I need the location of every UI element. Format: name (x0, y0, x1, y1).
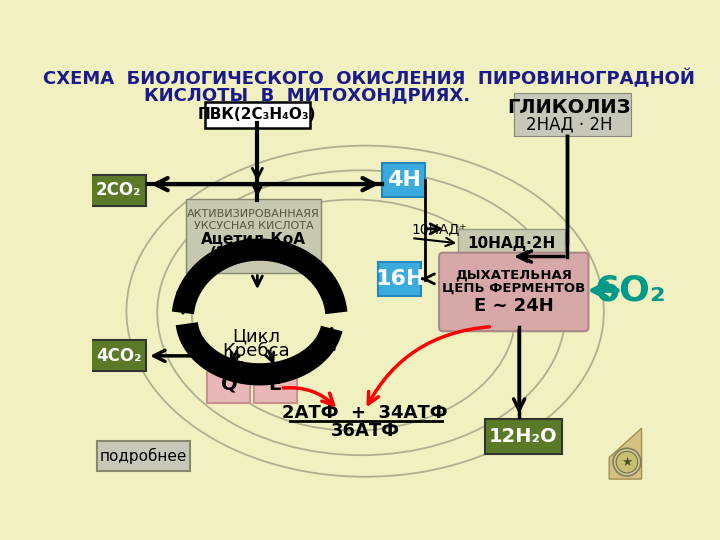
Text: Ацетил-КоА: Ацетил-КоА (201, 232, 306, 247)
Text: 10НАД·2Н: 10НАД·2Н (467, 236, 556, 251)
FancyBboxPatch shape (378, 262, 421, 296)
Polygon shape (609, 428, 642, 479)
Text: 10НАД⁺: 10НАД⁺ (411, 222, 467, 236)
Text: 6О₂: 6О₂ (595, 273, 667, 307)
FancyBboxPatch shape (205, 102, 310, 128)
Text: 4Н: 4Н (387, 170, 420, 190)
Text: 12Н₂О: 12Н₂О (489, 427, 557, 446)
FancyBboxPatch shape (186, 199, 321, 273)
FancyBboxPatch shape (253, 366, 297, 403)
FancyBboxPatch shape (91, 340, 146, 372)
FancyBboxPatch shape (439, 253, 588, 331)
Text: 2АТФ  +  34АТФ: 2АТФ + 34АТФ (282, 404, 448, 422)
Text: ★: ★ (621, 456, 633, 469)
Text: УКСУСНАЯ КИСЛОТА: УКСУСНАЯ КИСЛОТА (194, 221, 313, 231)
Text: (2СН₃СО⁻): (2СН₃СО⁻) (210, 246, 297, 261)
Text: ДЫХАТЕЛЬНАЯ: ДЫХАТЕЛЬНАЯ (455, 268, 572, 281)
FancyBboxPatch shape (97, 441, 189, 471)
Text: ПВК(2С₃Н₄О₃): ПВК(2С₃Н₄О₃) (198, 107, 317, 123)
Text: 36АТФ: 36АТФ (330, 422, 400, 440)
Circle shape (616, 451, 638, 473)
Text: 4СО₂: 4СО₂ (96, 347, 141, 365)
Text: подробнее: подробнее (99, 448, 187, 464)
FancyBboxPatch shape (457, 229, 565, 258)
FancyBboxPatch shape (207, 366, 251, 403)
Text: КИСЛОТЫ  В  МИТОХОНДРИЯХ.: КИСЛОТЫ В МИТОХОНДРИЯХ. (144, 86, 470, 105)
Text: 2СО₂: 2СО₂ (96, 181, 141, 199)
Circle shape (613, 448, 641, 476)
FancyBboxPatch shape (91, 175, 146, 206)
FancyBboxPatch shape (485, 419, 562, 455)
Text: ЦЕПЬ ФЕРМЕНТОВ: ЦЕПЬ ФЕРМЕНТОВ (442, 281, 585, 295)
Text: 16Н: 16Н (375, 269, 425, 289)
Text: Е ~ 24Н: Е ~ 24Н (474, 297, 554, 315)
Text: ГЛИКОЛИЗ: ГЛИКОЛИЗ (508, 98, 631, 117)
Text: Кребса: Кребса (222, 342, 289, 360)
Text: Е: Е (269, 375, 282, 394)
Text: АКТИВИЗИРОВАННАЯЯ: АКТИВИЗИРОВАННАЯЯ (187, 209, 320, 219)
Text: Цикл: Цикл (232, 328, 280, 346)
Text: 2НАД · 2Н: 2НАД · 2Н (526, 115, 613, 133)
FancyBboxPatch shape (514, 93, 631, 137)
Text: Q: Q (220, 375, 237, 394)
FancyBboxPatch shape (382, 164, 426, 197)
Text: СХЕМА  БИОЛОГИЧЕСКОГО  ОКИСЛЕНИЯ  ПИРОВИНОГРАДНОЙ: СХЕМА БИОЛОГИЧЕСКОГО ОКИСЛЕНИЯ ПИРОВИНОГ… (43, 69, 695, 89)
